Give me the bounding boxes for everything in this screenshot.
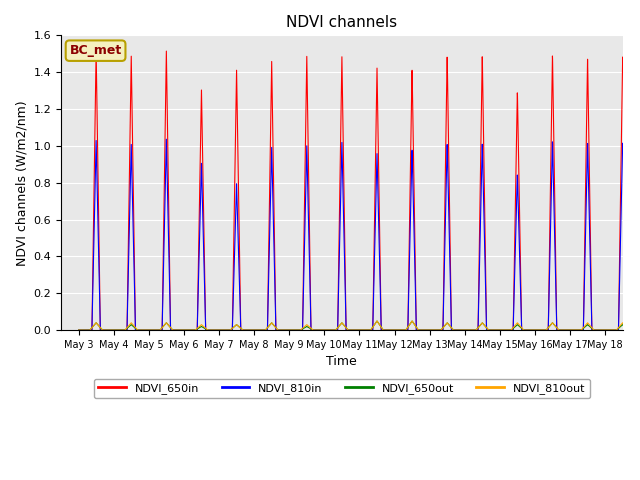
X-axis label: Time: Time bbox=[326, 355, 357, 369]
NDVI_810in bbox=[462, 327, 470, 333]
Line: NDVI_650in: NDVI_650in bbox=[79, 50, 640, 330]
NDVI_810in bbox=[163, 136, 170, 142]
Y-axis label: NDVI channels (W/m2/nm): NDVI channels (W/m2/nm) bbox=[15, 100, 28, 265]
NDVI_810out bbox=[462, 327, 470, 333]
NDVI_810in bbox=[150, 327, 158, 333]
Legend: NDVI_650in, NDVI_810in, NDVI_650out, NDVI_810out: NDVI_650in, NDVI_810in, NDVI_650out, NDV… bbox=[94, 379, 590, 398]
NDVI_650out bbox=[373, 318, 381, 324]
NDVI_810in bbox=[75, 327, 83, 333]
NDVI_650out bbox=[150, 327, 158, 333]
NDVI_810in bbox=[300, 284, 307, 290]
Text: BC_met: BC_met bbox=[70, 44, 122, 57]
Line: NDVI_810in: NDVI_810in bbox=[79, 139, 640, 330]
NDVI_810out bbox=[300, 324, 307, 330]
NDVI_810in bbox=[404, 320, 412, 325]
NDVI_650out bbox=[75, 327, 83, 333]
NDVI_650in bbox=[92, 48, 100, 53]
NDVI_650in bbox=[75, 327, 83, 333]
Title: NDVI channels: NDVI channels bbox=[286, 15, 397, 30]
NDVI_810out bbox=[404, 324, 412, 330]
NDVI_650in bbox=[151, 327, 159, 333]
NDVI_650out bbox=[404, 324, 412, 330]
NDVI_650in bbox=[404, 316, 412, 322]
NDVI_810out bbox=[373, 318, 381, 324]
NDVI_650out bbox=[462, 327, 470, 333]
NDVI_810out bbox=[150, 327, 158, 333]
Line: NDVI_810out: NDVI_810out bbox=[79, 321, 640, 330]
NDVI_650in bbox=[462, 327, 470, 333]
NDVI_810out bbox=[75, 327, 83, 333]
NDVI_650out bbox=[300, 325, 307, 331]
NDVI_650in bbox=[300, 263, 307, 269]
Line: NDVI_650out: NDVI_650out bbox=[79, 321, 640, 330]
